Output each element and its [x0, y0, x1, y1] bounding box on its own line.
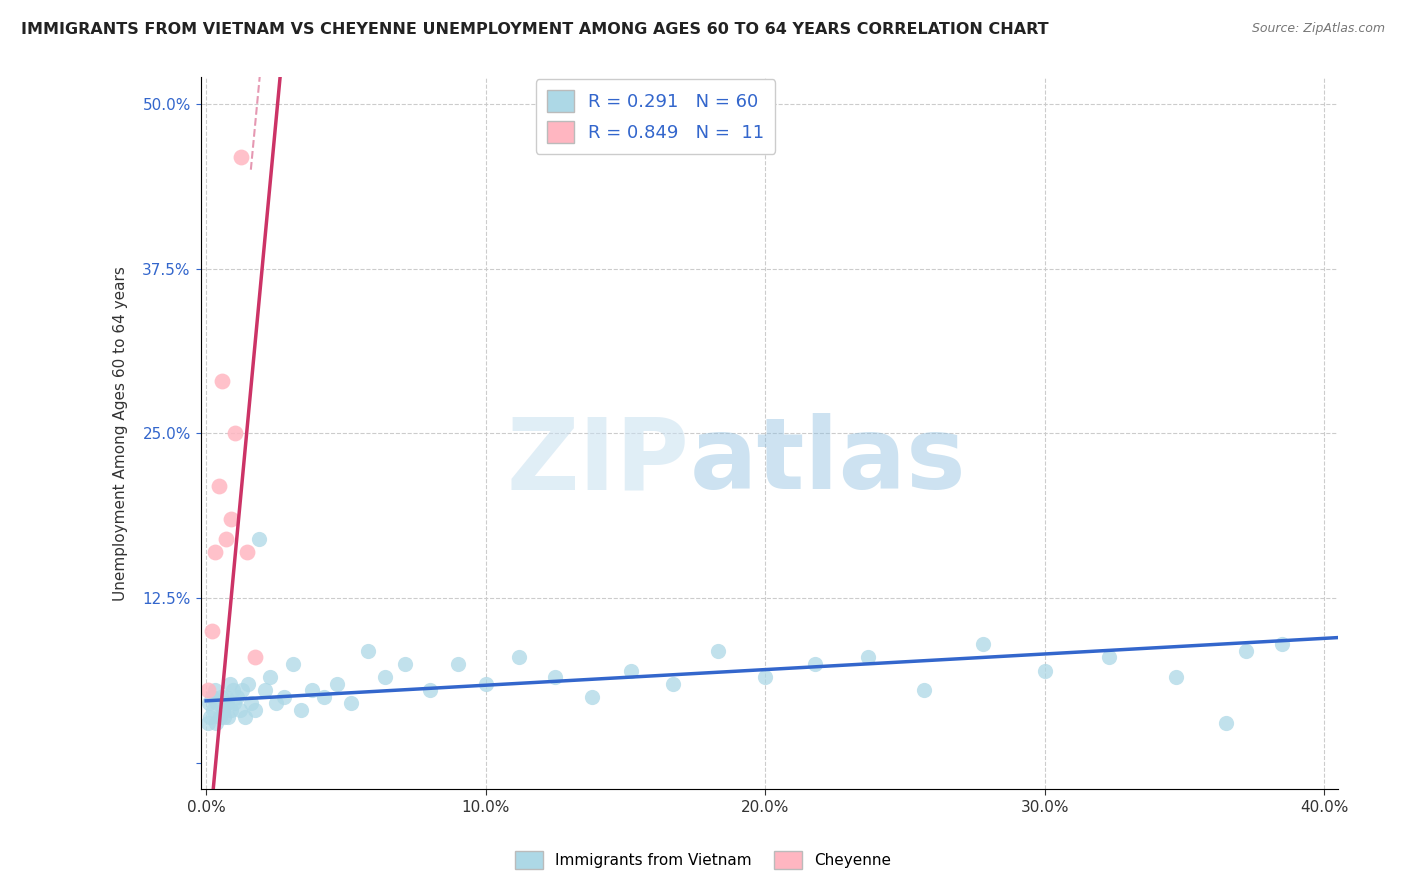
- Point: [197, 683, 219, 698]
- Point: [212, 703, 235, 717]
- Point: [219, 703, 242, 717]
- Point: [219, 512, 242, 526]
- Text: ZIP: ZIP: [506, 413, 690, 510]
- Point: [357, 644, 380, 658]
- Point: [1234, 644, 1257, 658]
- Text: atlas: atlas: [690, 413, 966, 510]
- Point: [1098, 650, 1121, 665]
- Point: [225, 690, 247, 704]
- Point: [229, 149, 252, 163]
- Point: [273, 690, 295, 704]
- Point: [221, 683, 243, 698]
- Point: [201, 624, 224, 638]
- Text: IMMIGRANTS FROM VIETNAM VS CHEYENNE UNEMPLOYMENT AMONG AGES 60 TO 64 YEARS CORRE: IMMIGRANTS FROM VIETNAM VS CHEYENNE UNEM…: [21, 22, 1049, 37]
- Point: [202, 703, 225, 717]
- Point: [215, 690, 238, 704]
- Point: [419, 683, 441, 698]
- Point: [222, 697, 245, 711]
- Point: [620, 664, 643, 678]
- Point: [236, 676, 259, 690]
- Point: [204, 545, 226, 559]
- Point: [662, 676, 685, 690]
- Point: [508, 650, 530, 665]
- Point: [243, 650, 266, 665]
- Point: [201, 690, 224, 704]
- Y-axis label: Unemployment Among Ages 60 to 64 years: Unemployment Among Ages 60 to 64 years: [114, 266, 128, 600]
- Point: [312, 690, 335, 704]
- Point: [326, 676, 349, 690]
- Point: [474, 676, 496, 690]
- Point: [236, 545, 259, 559]
- Point: [247, 532, 270, 546]
- Point: [447, 657, 470, 671]
- Point: [912, 683, 935, 698]
- Point: [218, 676, 240, 690]
- Point: [394, 657, 416, 671]
- Point: [1164, 670, 1187, 684]
- Point: [706, 644, 728, 658]
- Point: [1215, 716, 1237, 731]
- Point: [218, 709, 240, 723]
- Point: [198, 697, 221, 711]
- Point: [205, 716, 228, 731]
- Point: [259, 670, 281, 684]
- Point: [217, 697, 239, 711]
- Point: [264, 697, 287, 711]
- Point: [233, 709, 256, 723]
- Point: [972, 637, 994, 651]
- Point: [581, 690, 603, 704]
- Point: [228, 703, 250, 717]
- Point: [231, 683, 253, 698]
- Legend: Immigrants from Vietnam, Cheyenne: Immigrants from Vietnam, Cheyenne: [509, 845, 897, 875]
- Point: [340, 697, 363, 711]
- Point: [208, 479, 231, 493]
- Point: [804, 657, 827, 671]
- Point: [200, 709, 222, 723]
- Point: [215, 532, 238, 546]
- Point: [243, 703, 266, 717]
- Point: [301, 683, 323, 698]
- Point: [211, 374, 233, 388]
- Point: [214, 709, 236, 723]
- Point: [544, 670, 567, 684]
- Point: [1271, 637, 1294, 651]
- Point: [1033, 664, 1056, 678]
- Point: [281, 657, 304, 671]
- Point: [207, 697, 229, 711]
- Point: [253, 683, 276, 698]
- Point: [209, 709, 232, 723]
- Point: [754, 670, 776, 684]
- Point: [211, 690, 233, 704]
- Text: Source: ZipAtlas.com: Source: ZipAtlas.com: [1251, 22, 1385, 36]
- Point: [197, 716, 219, 731]
- Point: [204, 683, 226, 698]
- Point: [290, 703, 312, 717]
- Point: [239, 697, 262, 711]
- Point: [374, 670, 396, 684]
- Legend: R = 0.291   N = 60, R = 0.849   N =  11: R = 0.291 N = 60, R = 0.849 N = 11: [536, 79, 775, 154]
- Point: [224, 426, 246, 441]
- Point: [858, 650, 880, 665]
